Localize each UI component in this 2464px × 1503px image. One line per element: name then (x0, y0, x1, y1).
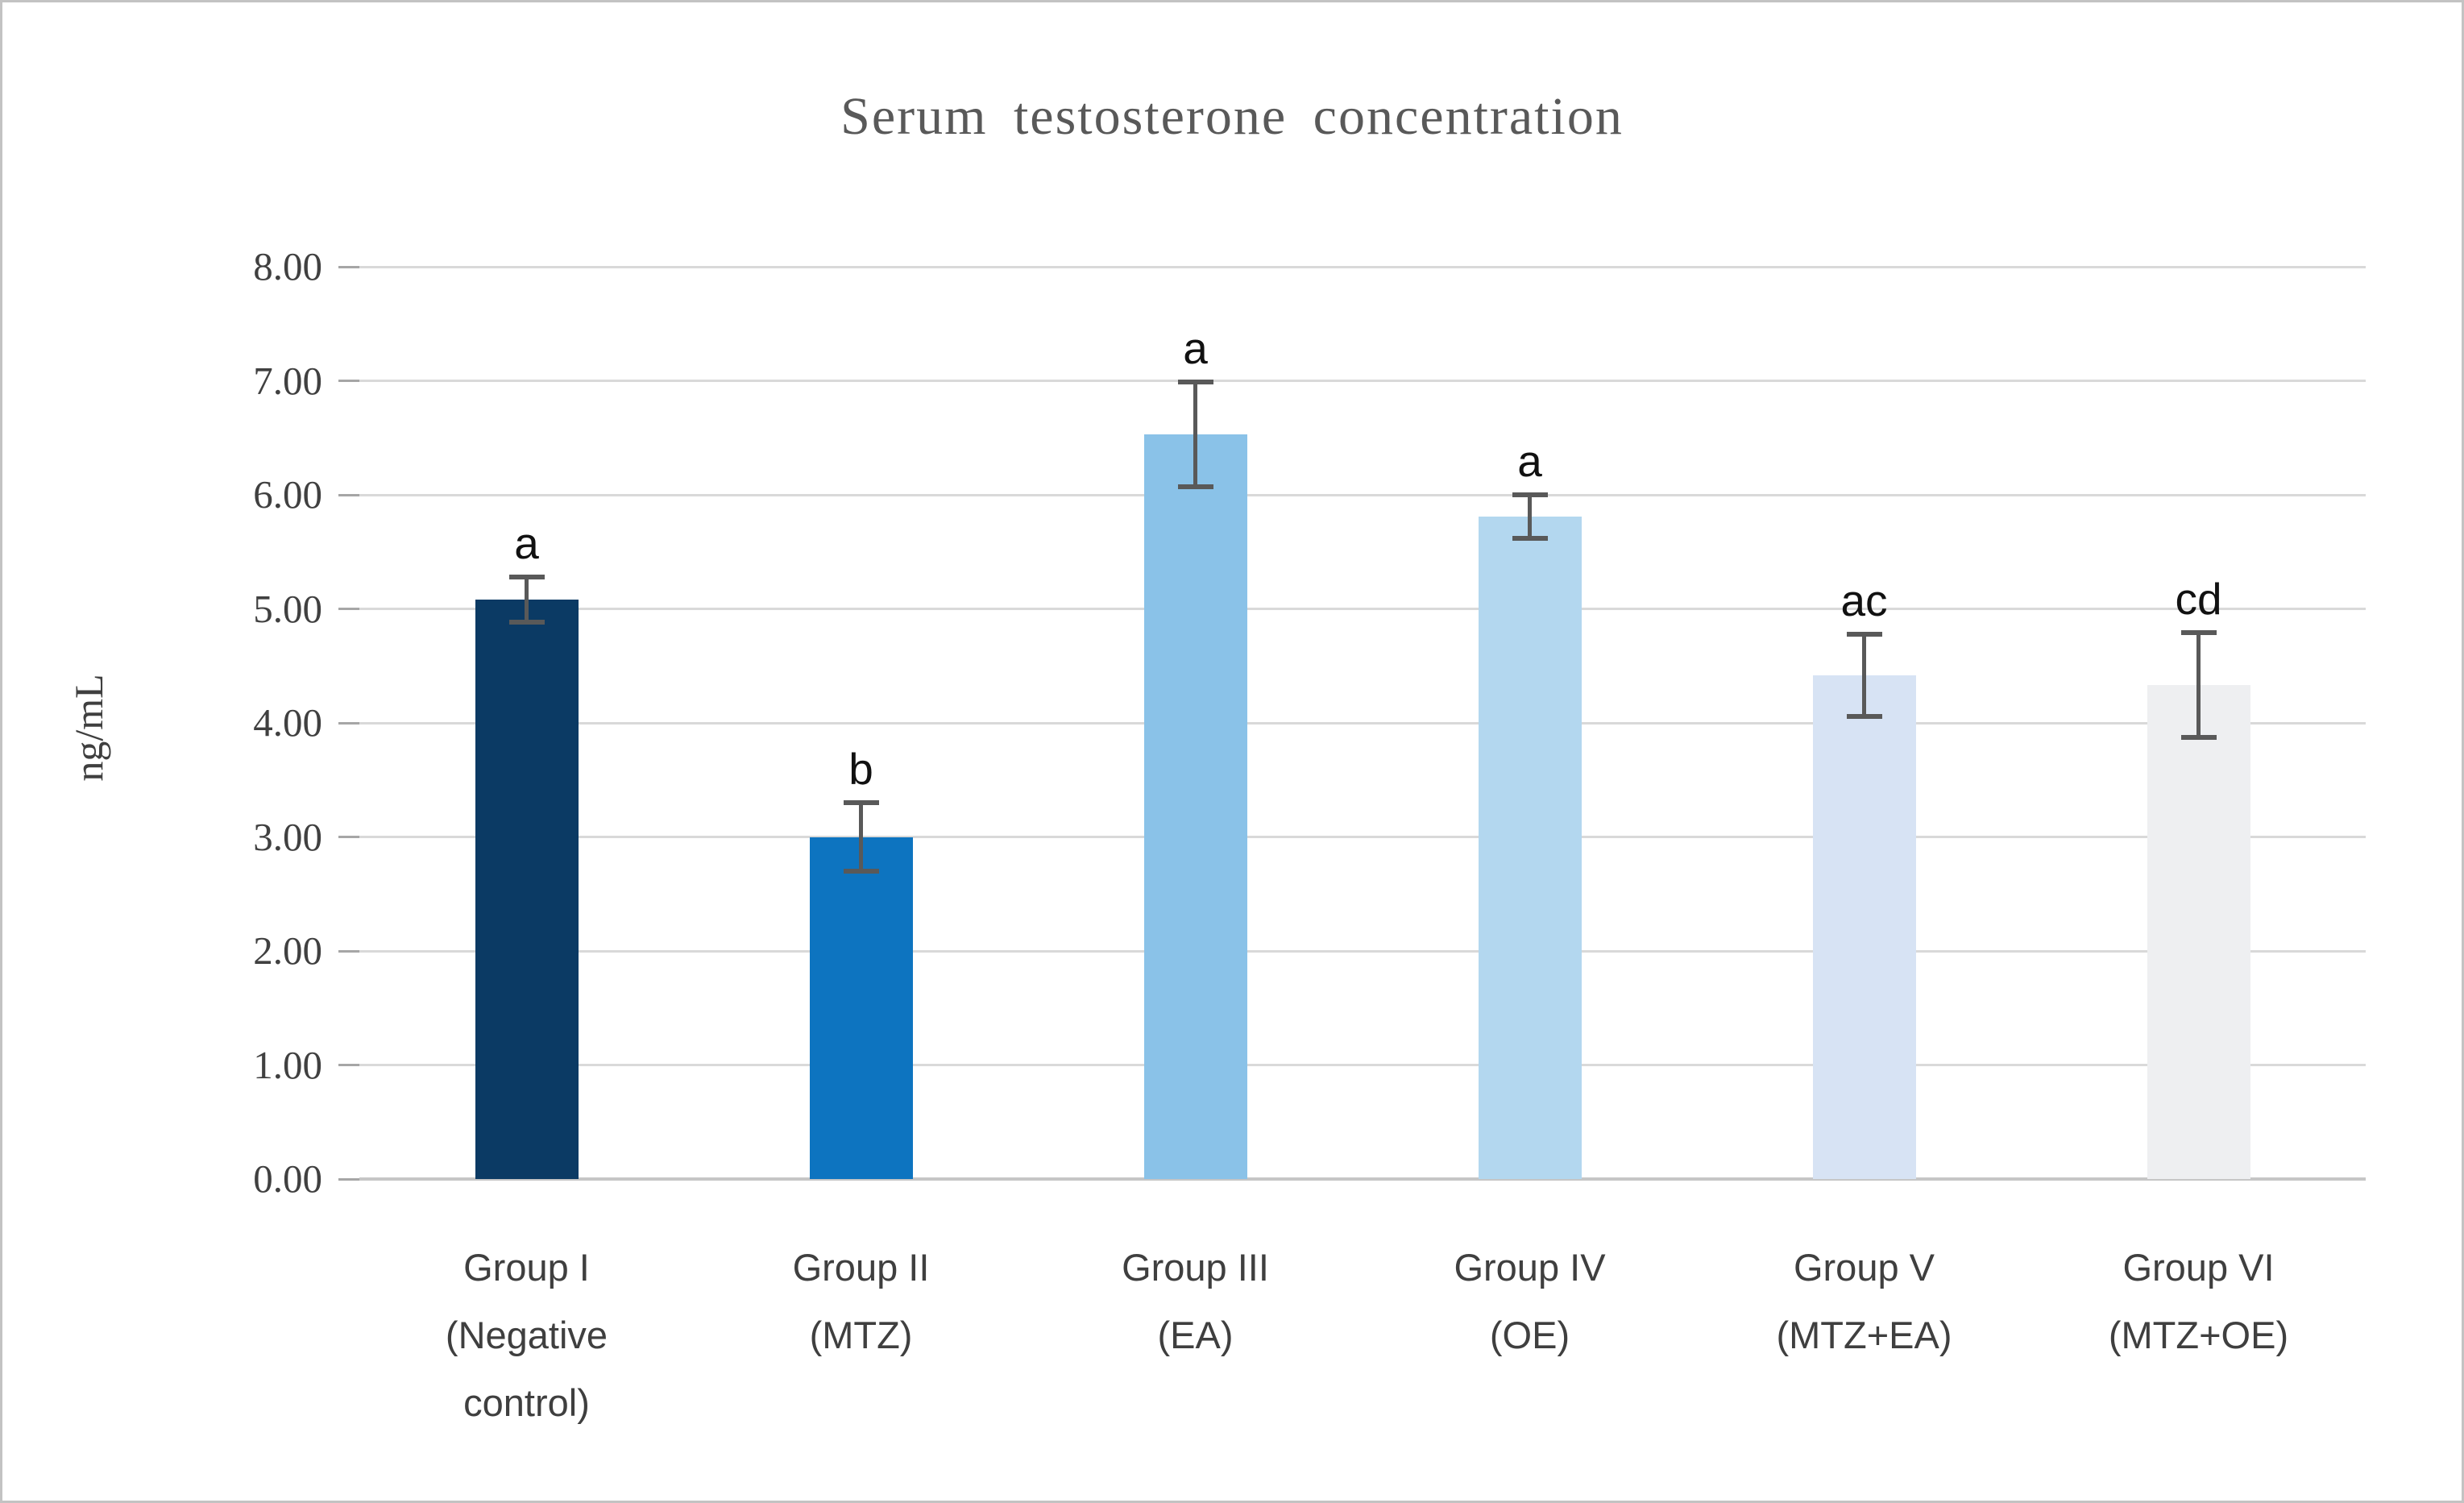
x-category-label-line: (MTZ+OE) (2108, 1314, 2289, 1356)
y-tick-label: 6.00 (253, 472, 322, 517)
x-category-label: Group V (MTZ+EA) (1691, 1234, 2038, 1369)
x-category-label-line: Group I (463, 1246, 590, 1289)
error-bar-cap-top (2180, 630, 2217, 636)
bar (2147, 685, 2250, 1179)
x-category-label-line: Group II (792, 1246, 930, 1289)
gridline (359, 493, 2366, 496)
error-bar-cap-top (1512, 492, 1548, 497)
gridline (359, 1064, 2366, 1066)
error-bar-cap-bottom (1512, 535, 1548, 541)
error-bar-cap-top (1846, 631, 1882, 637)
y-tick-label: 8.00 (253, 244, 322, 289)
x-category-label-line: Group IV (1454, 1246, 1606, 1289)
error-bar-line (859, 803, 863, 871)
gridline (359, 836, 2366, 838)
x-category-label-line: (Negative (445, 1314, 608, 1356)
y-tick-label: 3.00 (253, 814, 322, 859)
x-category-label: Group I (Negative control) (354, 1234, 700, 1437)
error-bar-cap-bottom (1177, 484, 1213, 490)
x-category-label-line: (MTZ) (809, 1314, 913, 1356)
bar (1812, 675, 1916, 1179)
x-category-label: Group III (EA) (1023, 1234, 1369, 1369)
error-bar-cap-bottom (2180, 735, 2217, 741)
gridline (359, 949, 2366, 953)
gridline (359, 380, 2366, 382)
y-tick-label: 5.00 (253, 586, 322, 631)
x-category-label: Group VI (MTZ+OE) (2026, 1234, 2372, 1369)
significance-label: a (1183, 322, 1208, 373)
y-tick-label: 7.00 (253, 358, 322, 403)
significance-label: b (848, 744, 873, 795)
error-bar-line (525, 576, 529, 623)
error-bar-cap-top (1177, 379, 1213, 384)
error-bar-cap-bottom (843, 868, 879, 874)
x-category-label-line: control) (463, 1381, 590, 1424)
y-axis-tick (338, 949, 359, 953)
error-bar-line (1193, 381, 1197, 488)
error-bar-cap-bottom (1846, 713, 1882, 719)
significance-label: cd (2175, 574, 2222, 625)
bar (1143, 434, 1247, 1179)
chart-title: Serum testosterone concentration (840, 87, 1624, 146)
y-axis-tick (338, 721, 359, 725)
x-category-label-line: Group III (1122, 1246, 1269, 1289)
error-bar-cap-bottom (508, 620, 545, 625)
y-axis-tick (338, 836, 359, 838)
gridline (359, 608, 2366, 610)
x-axis-line (359, 1177, 2366, 1181)
y-axis-tick (338, 265, 359, 268)
gridline (359, 721, 2366, 725)
y-axis-tick (338, 1177, 359, 1181)
x-category-label-line: Group VI (2122, 1246, 2275, 1289)
y-tick-label: 1.00 (253, 1042, 322, 1087)
bar (475, 600, 579, 1179)
x-category-label-line: (MTZ+EA) (1776, 1314, 1952, 1356)
y-tick-label: 2.00 (253, 928, 322, 973)
x-category-label-line: (OE) (1489, 1314, 1570, 1356)
error-bar-line (1862, 633, 1866, 716)
x-category-label-line: (EA) (1157, 1314, 1234, 1356)
bar (809, 837, 913, 1179)
gridline (359, 265, 2366, 268)
y-tick-label: 0.00 (253, 1156, 322, 1201)
error-bar-line (2196, 633, 2201, 738)
y-axis-tick (338, 608, 359, 610)
y-axis-tick (338, 380, 359, 382)
x-category-label: Group IV (OE) (1357, 1234, 1703, 1369)
y-tick-label: 4.00 (253, 700, 322, 745)
bar (1478, 516, 1582, 1179)
error-bar-cap-top (508, 574, 545, 579)
significance-label: ac (1840, 575, 1888, 625)
error-bar-cap-top (843, 800, 879, 806)
x-category-label: Group II (MTZ) (688, 1234, 1035, 1369)
significance-label: a (1517, 436, 1542, 486)
x-category-label-line: Group V (1793, 1246, 1935, 1289)
y-axis-tick (338, 493, 359, 496)
significance-label: a (514, 517, 539, 568)
error-bar-line (1528, 495, 1532, 538)
y-axis-tick (338, 1064, 359, 1066)
